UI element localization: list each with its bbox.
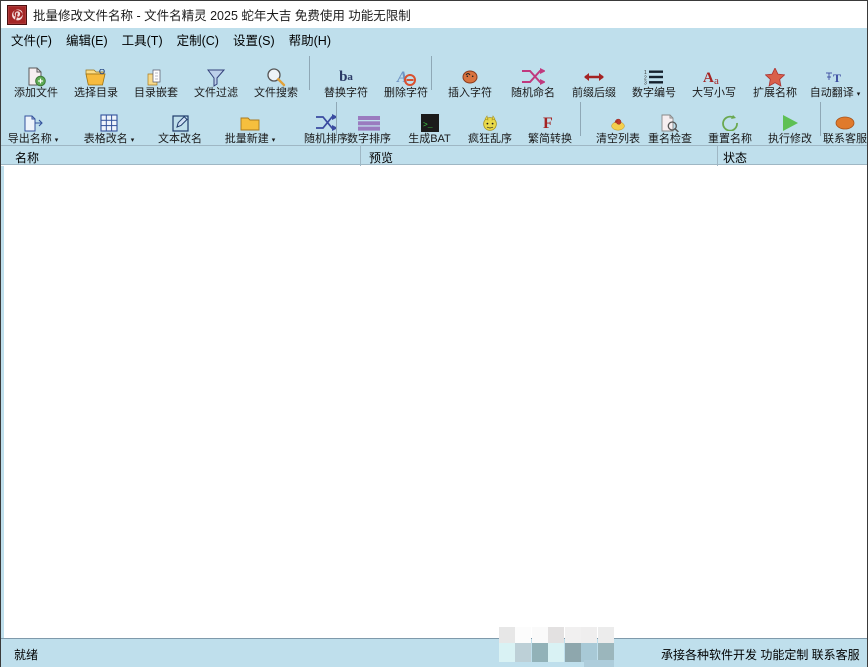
svg-text:F: F bbox=[543, 115, 553, 132]
svg-text:A: A bbox=[703, 70, 714, 86]
svg-text:T: T bbox=[833, 71, 841, 84]
svg-text:>_: >_ bbox=[423, 121, 433, 130]
svg-text:3: 3 bbox=[644, 81, 647, 85]
svg-text:a: a bbox=[714, 75, 719, 86]
